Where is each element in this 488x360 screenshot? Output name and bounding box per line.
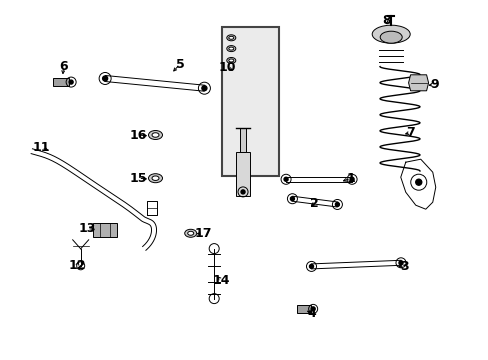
Circle shape [202, 86, 206, 91]
Ellipse shape [228, 36, 233, 39]
Ellipse shape [187, 231, 193, 235]
Ellipse shape [226, 35, 235, 41]
Text: 3: 3 [400, 260, 408, 273]
Ellipse shape [152, 176, 159, 180]
Ellipse shape [184, 229, 196, 237]
Text: 17: 17 [194, 227, 211, 240]
Text: 4: 4 [307, 307, 316, 320]
Ellipse shape [226, 46, 235, 51]
Bar [222, 27, 278, 176]
Ellipse shape [228, 59, 233, 62]
Text: 13: 13 [78, 222, 96, 235]
Text: 5: 5 [175, 58, 184, 71]
Circle shape [241, 190, 244, 194]
Text: 16: 16 [129, 129, 147, 141]
Circle shape [309, 264, 313, 269]
Circle shape [290, 197, 294, 201]
Circle shape [335, 202, 339, 207]
Circle shape [102, 76, 107, 81]
Ellipse shape [228, 47, 233, 50]
Bar [240, 129, 245, 152]
Text: 10: 10 [218, 61, 236, 74]
Text: 14: 14 [212, 274, 229, 287]
Text: 7: 7 [406, 126, 414, 139]
Bar [297, 305, 310, 313]
Text: 2: 2 [309, 197, 318, 210]
Circle shape [398, 261, 402, 265]
Text: 15: 15 [129, 172, 147, 185]
Polygon shape [408, 75, 427, 91]
Bar [53, 78, 69, 86]
Text: 6: 6 [59, 60, 68, 73]
Circle shape [310, 307, 314, 311]
Text: 12: 12 [68, 259, 86, 272]
Circle shape [415, 179, 421, 185]
Bar [236, 152, 249, 196]
Ellipse shape [371, 25, 409, 43]
Text: 9: 9 [429, 78, 438, 91]
Circle shape [284, 177, 287, 181]
Circle shape [349, 177, 353, 181]
Text: 8: 8 [381, 14, 390, 27]
Circle shape [69, 80, 73, 84]
Ellipse shape [226, 58, 235, 63]
Ellipse shape [380, 31, 401, 43]
Bar [93, 223, 117, 237]
Ellipse shape [148, 174, 162, 183]
Text: 11: 11 [33, 141, 50, 154]
Ellipse shape [148, 131, 162, 140]
Text: 1: 1 [346, 172, 355, 185]
Ellipse shape [152, 133, 159, 137]
